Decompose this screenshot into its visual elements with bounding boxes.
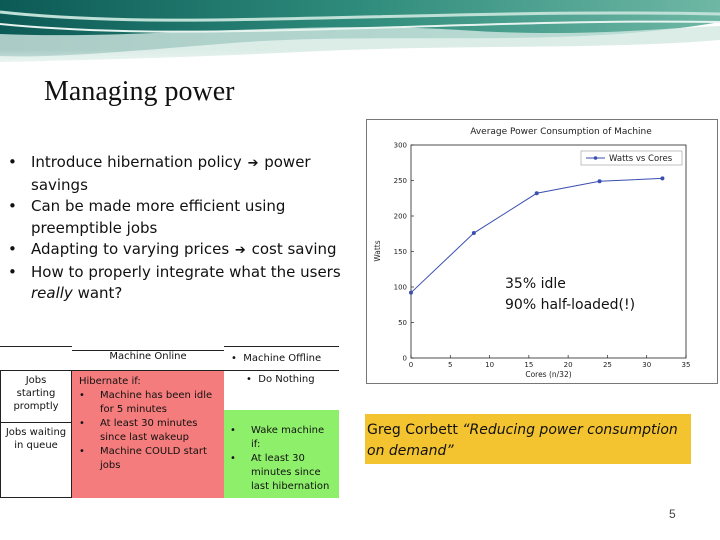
x-axis-label: Cores (n/32) — [525, 370, 571, 379]
bullet-dot: • — [8, 197, 17, 215]
bullet-dot: • — [8, 240, 17, 258]
cell-do-nothing: • Do Nothing — [224, 370, 339, 422]
header-offline-label: Machine Offline — [243, 353, 322, 364]
row-label-starting-promptly: Jobs starting promptly — [0, 370, 72, 422]
bullet-text: power savings — [31, 153, 311, 194]
condition-text: Machine has been idle for 5 minutes — [100, 390, 213, 415]
power-chart: Average Power Consumption of Machine 0 5 1… — [366, 119, 718, 384]
header-machine-offline: • Machine Offline — [224, 346, 339, 370]
x-tick-label: 35 — [682, 361, 691, 369]
notes: 35% idle 90% half-loaded(!) — [505, 274, 635, 316]
condition-item: • Machine COULD start jobs — [79, 445, 218, 473]
quote-box: Greg Corbett “Reducing power consumption… — [365, 414, 691, 464]
condition-text: At least 30 minutes since last hibernati… — [251, 453, 330, 492]
bullet-dot: • — [79, 390, 85, 401]
data-point — [534, 191, 539, 196]
y-tick-label: 100 — [394, 284, 407, 292]
wake-conditions: • Wake machine if: • At least 30 minutes s… — [230, 424, 335, 494]
bullet-list: • Introduce hibernation policy ➔ power sa… — [8, 152, 348, 305]
bullet-item: • Adapting to varying prices ➔ cost savin… — [8, 239, 348, 262]
chart-svg: Average Power Consumption of Machine 0 5 1… — [373, 127, 691, 379]
bullet-text: Can be made more efficient using preempt… — [31, 197, 286, 237]
do-nothing-text: Do Nothing — [258, 374, 315, 385]
banner-graphic — [0, 0, 720, 80]
bullet-dot: • — [230, 425, 236, 436]
bullet-item: • Can be made more efficient using preemp… — [8, 196, 348, 239]
y-tick-label: 250 — [394, 177, 407, 185]
bullet-text: want? — [72, 284, 123, 302]
arrow-right-icon: ➔ — [247, 156, 259, 171]
data-point — [660, 176, 665, 181]
row-label-waiting-in-queue: Jobs waiting in queue — [0, 422, 72, 498]
chart-title: Average Power Consumption of Machine — [470, 127, 652, 137]
legend-label: Watts vs Cores — [609, 154, 673, 164]
condition-item: • At least 30 minutes since last hibernat… — [230, 452, 335, 494]
bullet-text: cost saving — [246, 240, 337, 258]
condition-text: At least 30 minutes since last wakeup — [100, 418, 198, 443]
y-tick-label: 200 — [394, 213, 407, 221]
condition-text: Wake machine if: — [251, 425, 325, 450]
x-tick-label: 0 — [409, 361, 413, 369]
plot-area — [410, 144, 687, 359]
x-tick-label: 30 — [642, 361, 651, 369]
bullet-text: Introduce hibernation policy — [31, 153, 247, 171]
slide-title: Managing power — [44, 76, 235, 107]
x-tick-label: 5 — [448, 361, 452, 369]
bullet-item: • Introduce hibernation policy ➔ power sa… — [8, 152, 348, 196]
data-point — [597, 179, 602, 184]
bullet-dot: • — [231, 353, 244, 364]
cell-wake-policy: • Wake machine if: • At least 30 minutes s… — [224, 410, 339, 498]
bullet-dot: • — [8, 153, 17, 171]
bullet-item: • How to properly integrate what the user… — [8, 262, 348, 305]
legend-box — [580, 150, 683, 166]
cell-hibernate-policy: Hibernate if: • Machine has been idle for… — [72, 370, 224, 498]
x-tick-label: 15 — [524, 361, 533, 369]
bullet-dot: • — [246, 374, 259, 385]
condition-item: • Wake machine if: — [230, 424, 335, 452]
data-point — [409, 290, 413, 295]
bullet-dot: • — [8, 262, 17, 281]
hibernate-title: Hibernate if: — [79, 376, 141, 387]
x-tick-label: 25 — [603, 361, 612, 369]
page-number: 5 — [669, 507, 676, 521]
y-tick-label: 50 — [398, 319, 407, 327]
quote-author: Greg Corbett — [367, 422, 463, 438]
header-empty-cell — [0, 346, 72, 370]
y-tick-label: 150 — [394, 248, 407, 256]
bullet-dot: • — [79, 446, 85, 457]
x-tick-label: 10 — [485, 361, 494, 369]
decorative-banner — [0, 0, 720, 80]
bullet-emphasis: really — [31, 284, 73, 302]
note-idle: 35% idle — [505, 276, 566, 292]
bullet-dot: • — [79, 418, 85, 429]
chart-legend: Watts vs Cores — [580, 150, 683, 166]
bullet-text: Adapting to varying prices — [31, 240, 234, 258]
header-machine-online: Machine Online — [72, 350, 224, 370]
hibernate-conditions: • Machine has been idle for 5 minutes • At… — [79, 389, 218, 473]
y-axis-label: Watts — [373, 240, 382, 261]
condition-item: • Machine has been idle for 5 minutes — [79, 389, 218, 417]
legend-marker — [593, 156, 598, 160]
bullet-dot: • — [230, 453, 236, 464]
x-tick-label: 20 — [564, 361, 573, 369]
y-tick-label: 300 — [394, 142, 407, 150]
condition-item: • At least 30 minutes since last wakeup — [79, 417, 218, 445]
bullet-text: How to properly integrate what the users — [31, 262, 341, 281]
note-half-loaded: 90% half-loaded(!) — [505, 297, 636, 313]
arrow-right-icon: ➔ — [234, 243, 246, 258]
data-point — [471, 231, 476, 236]
condition-text: Machine COULD start jobs — [100, 446, 207, 471]
y-tick-label: 0 — [403, 355, 407, 363]
quote-text: “Reducing power consumption on demand” — [367, 422, 678, 459]
